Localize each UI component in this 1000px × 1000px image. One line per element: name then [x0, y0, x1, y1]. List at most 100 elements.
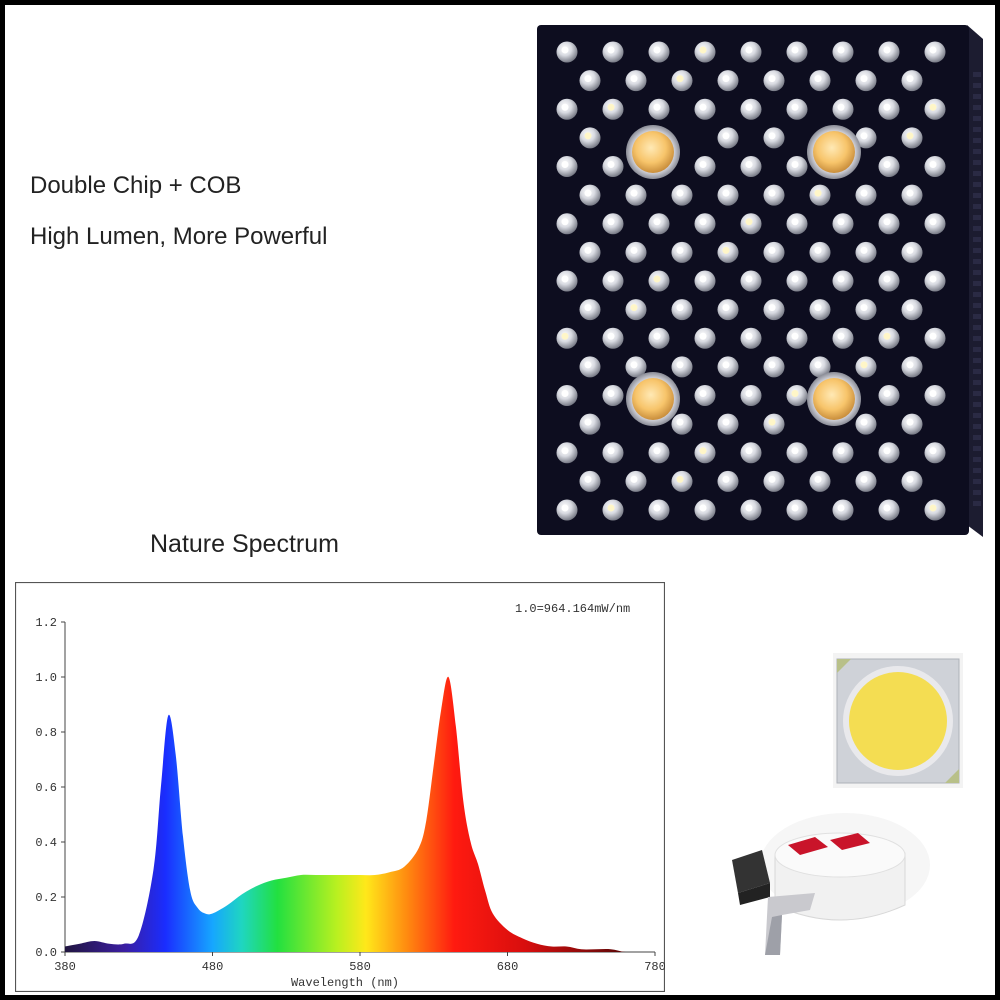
led-diode — [671, 70, 693, 92]
led-diode — [832, 499, 854, 521]
led-diode — [556, 270, 578, 292]
led-diode — [694, 442, 716, 464]
cob-array — [626, 125, 861, 426]
chart-annotation: 1.0=964.164mW/nm — [515, 602, 630, 616]
led-diode — [740, 499, 762, 521]
led-diode — [648, 213, 670, 235]
led-diode — [602, 41, 624, 63]
y-tick-label: 1.0 — [35, 671, 57, 685]
cob-led — [626, 372, 680, 426]
cob-led — [626, 125, 680, 179]
led-diode — [694, 156, 716, 177]
led-diode — [579, 241, 601, 263]
led-diode — [763, 184, 785, 206]
led-diode — [579, 184, 601, 206]
headline-line-1: Double Chip + COB — [30, 172, 242, 199]
led-diode — [740, 442, 762, 464]
led-diode — [694, 213, 716, 235]
led-diode — [763, 299, 785, 321]
led-grow-light-panel — [537, 25, 983, 537]
cob-chip-icon — [833, 653, 963, 788]
led-diode — [855, 70, 877, 92]
y-tick-label: 0.4 — [35, 836, 57, 850]
led-diode — [855, 127, 877, 149]
led-diode — [625, 470, 647, 492]
led-diode — [763, 413, 785, 435]
led-diode — [579, 70, 601, 92]
led-diode — [740, 213, 762, 235]
panel-vents — [973, 72, 981, 506]
y-tick-label: 0.0 — [35, 946, 57, 960]
led-diode — [717, 127, 739, 149]
led-diode — [740, 41, 762, 63]
led-diode — [625, 184, 647, 206]
led-diode — [625, 356, 647, 378]
led-diode — [717, 413, 739, 435]
led-diode — [740, 156, 762, 177]
led-diode — [694, 41, 716, 63]
led-diode — [901, 356, 923, 378]
headline-line-2: High Lumen, More Powerful — [30, 223, 328, 250]
led-diode — [671, 413, 693, 435]
led-diode — [602, 213, 624, 235]
led-diode — [602, 156, 624, 177]
led-diode — [878, 156, 900, 177]
led-array — [556, 41, 946, 521]
led-diode — [855, 241, 877, 263]
led-diode — [901, 299, 923, 321]
led-diode — [924, 270, 946, 292]
led-diode — [671, 184, 693, 206]
led-diode — [809, 241, 831, 263]
led-diode — [786, 156, 808, 177]
led-diode — [602, 385, 624, 406]
y-tick-label: 0.2 — [35, 891, 57, 905]
led-diode — [855, 299, 877, 321]
led-diode — [809, 70, 831, 92]
led-diode — [855, 413, 877, 435]
led-diode — [832, 213, 854, 235]
led-diode — [786, 442, 808, 464]
led-diode — [878, 385, 900, 406]
led-diode — [671, 299, 693, 321]
led-diode — [717, 70, 739, 92]
led-diode — [924, 98, 946, 120]
led-diode — [648, 270, 670, 292]
led-diode — [855, 356, 877, 378]
led-diode — [648, 499, 670, 521]
led-diode — [717, 184, 739, 206]
led-diode — [740, 327, 762, 349]
led-diode — [855, 184, 877, 206]
led-diode — [579, 356, 601, 378]
led-diode — [763, 356, 785, 378]
plot-area: 0.0 0.2 0.4 0.6 0.8 1.0 1.2 380 480 580 680 780 — [35, 616, 665, 974]
cob-led — [807, 372, 861, 426]
led-diode — [924, 41, 946, 63]
y-tick-label: 0.6 — [35, 781, 57, 795]
led-diode — [671, 241, 693, 263]
led-diode — [648, 41, 670, 63]
led-diode — [901, 184, 923, 206]
led-diode — [625, 299, 647, 321]
led-diode — [717, 241, 739, 263]
led-diode — [579, 413, 601, 435]
spectrum-title: Nature Spectrum — [150, 530, 339, 558]
led-diode — [556, 499, 578, 521]
led-diode — [625, 241, 647, 263]
led-diode — [740, 270, 762, 292]
led-diode — [924, 499, 946, 521]
led-diode — [878, 213, 900, 235]
spectrum-chart: 0.0 0.2 0.4 0.6 0.8 1.0 1.2 380 480 580 680 780 1.0… — [15, 582, 665, 992]
led-diode — [556, 327, 578, 349]
led-diode — [602, 442, 624, 464]
led-diode — [763, 127, 785, 149]
led-diode — [786, 270, 808, 292]
led-diode — [556, 41, 578, 63]
product-image: Double Chip + COB High Lumen, More Power… — [5, 5, 995, 995]
led-diode — [694, 98, 716, 120]
led-diode — [740, 385, 762, 406]
led-diode — [648, 327, 670, 349]
led-diode — [717, 470, 739, 492]
led-diode — [579, 127, 601, 149]
led-diode — [763, 241, 785, 263]
led-diode — [579, 470, 601, 492]
